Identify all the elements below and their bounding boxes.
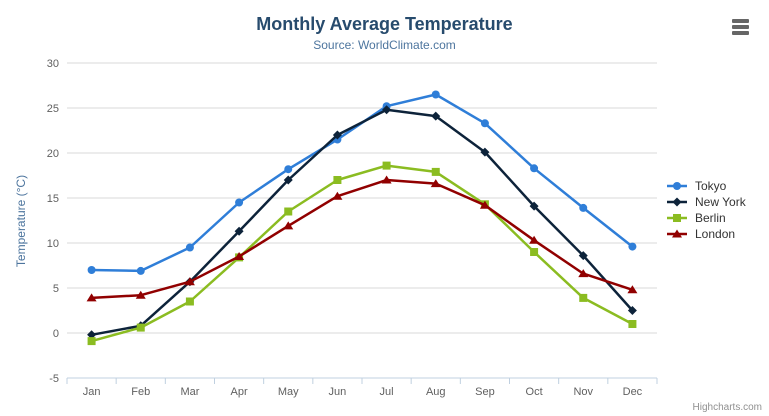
data-point-berlin[interactable]	[185, 297, 194, 306]
x-axis-tick-label: Apr	[231, 386, 248, 398]
data-point-berlin[interactable]	[284, 207, 293, 216]
series-line-berlin[interactable]	[90, 164, 634, 343]
legend-item-tokyo[interactable]: Tokyo	[666, 178, 746, 194]
data-point-berlin[interactable]	[530, 248, 539, 256]
triangle-marker-icon	[667, 229, 687, 238]
data-point-london[interactable]	[332, 191, 343, 200]
data-point-new-york[interactable]	[234, 226, 244, 236]
data-point-new-york[interactable]	[87, 330, 97, 340]
data-point-tokyo[interactable]	[480, 119, 489, 128]
y-axis-tick-label: 30	[47, 58, 59, 70]
data-point-new-york[interactable]	[529, 201, 539, 211]
highcharts-credit-link[interactable]: Highcharts.com	[692, 402, 762, 413]
data-point-new-york[interactable]	[578, 251, 588, 261]
data-point-london[interactable]	[430, 179, 441, 188]
series-line-tokyo[interactable]	[90, 93, 634, 273]
y-axis-tick-label: 20	[47, 148, 59, 160]
data-point-tokyo[interactable]	[87, 266, 96, 274]
data-point-london[interactable]	[479, 200, 490, 209]
data-point-tokyo[interactable]	[579, 203, 588, 212]
data-point-berlin[interactable]	[579, 293, 588, 302]
hamburger-icon	[732, 19, 749, 23]
legend-item-berlin[interactable]: Berlin	[666, 210, 746, 226]
x-axis-tick-label: Aug	[426, 386, 446, 398]
legend-label: Berlin	[695, 211, 726, 225]
data-point-tokyo[interactable]	[530, 164, 539, 173]
x-axis-tick-label: May	[278, 386, 299, 398]
x-axis-tick-label: Jan	[83, 386, 101, 398]
data-point-berlin[interactable]	[333, 176, 342, 184]
y-axis-tick-label: 5	[53, 283, 59, 295]
chart-title: Monthly Average Temperature	[256, 14, 513, 34]
data-point-london[interactable]	[578, 269, 589, 278]
data-point-berlin[interactable]	[136, 323, 145, 332]
x-axis-tick-label: Oct	[526, 386, 543, 398]
data-point-berlin[interactable]	[87, 337, 96, 346]
data-point-new-york[interactable]	[431, 111, 441, 121]
context-menu-button[interactable]	[732, 19, 749, 35]
data-point-london[interactable]	[184, 277, 195, 286]
legend-item-london[interactable]: London	[666, 226, 746, 242]
x-axis-tick-label: Dec	[623, 386, 643, 398]
hamburger-icon	[732, 31, 749, 35]
data-point-tokyo[interactable]	[284, 165, 293, 174]
legend-label: London	[695, 227, 736, 241]
data-point-london[interactable]	[381, 175, 392, 184]
data-point-tokyo[interactable]	[235, 198, 244, 207]
data-point-london[interactable]	[283, 221, 294, 230]
hamburger-icon	[732, 25, 749, 29]
triangle-marker-glyph[interactable]	[672, 229, 682, 238]
series-line-london[interactable]	[90, 178, 634, 300]
data-point-berlin[interactable]	[382, 161, 391, 170]
data-point-london[interactable]	[627, 285, 638, 294]
data-point-new-york[interactable]	[480, 147, 490, 157]
x-axis-tick-label: Nov	[573, 386, 593, 398]
square-marker-icon	[667, 214, 687, 222]
data-point-tokyo[interactable]	[136, 266, 145, 275]
y-axis-tick-label: 25	[47, 103, 59, 115]
x-axis-tick-label: Jun	[329, 386, 347, 398]
diamond-marker-glyph[interactable]	[672, 197, 682, 207]
legend-item-new-york[interactable]: New York	[666, 194, 746, 210]
y-axis-tick-label: 10	[47, 238, 59, 250]
x-axis-tick-label: Sep	[475, 386, 495, 398]
x-axis-tick-label: Feb	[131, 386, 150, 398]
diamond-marker-icon	[667, 197, 687, 207]
x-axis-tick-label: Jul	[380, 386, 394, 398]
data-point-london[interactable]	[529, 235, 540, 244]
series-line-new-york[interactable]	[90, 108, 634, 337]
data-point-tokyo[interactable]	[431, 90, 440, 99]
data-point-london[interactable]	[135, 290, 146, 299]
data-point-new-york[interactable]	[283, 175, 293, 185]
data-point-new-york[interactable]	[332, 130, 342, 140]
y-axis-tick-label: 0	[53, 328, 59, 340]
y-axis-tick-label: -5	[49, 373, 59, 385]
data-point-tokyo[interactable]	[628, 242, 637, 251]
data-point-tokyo[interactable]	[185, 243, 194, 252]
circle-marker-glyph[interactable]	[673, 182, 681, 190]
data-point-berlin[interactable]	[431, 167, 440, 176]
data-point-berlin[interactable]	[628, 320, 637, 328]
chart-subtitle: Source: WorldClimate.com	[313, 38, 456, 52]
x-axis-tick-label: Mar	[180, 386, 199, 398]
circle-marker-icon	[667, 182, 687, 190]
data-point-new-york[interactable]	[627, 306, 637, 315]
data-point-london[interactable]	[86, 293, 97, 302]
data-point-new-york[interactable]	[382, 105, 392, 115]
legend-label: Tokyo	[695, 179, 727, 193]
legend-label: New York	[695, 195, 746, 209]
square-marker-glyph[interactable]	[673, 214, 681, 222]
y-axis-title: Temperature (°C)	[14, 174, 28, 268]
legend: Tokyo New York Berlin London	[666, 178, 746, 242]
data-point-london[interactable]	[234, 252, 245, 260]
y-axis-tick-label: 15	[47, 193, 59, 205]
